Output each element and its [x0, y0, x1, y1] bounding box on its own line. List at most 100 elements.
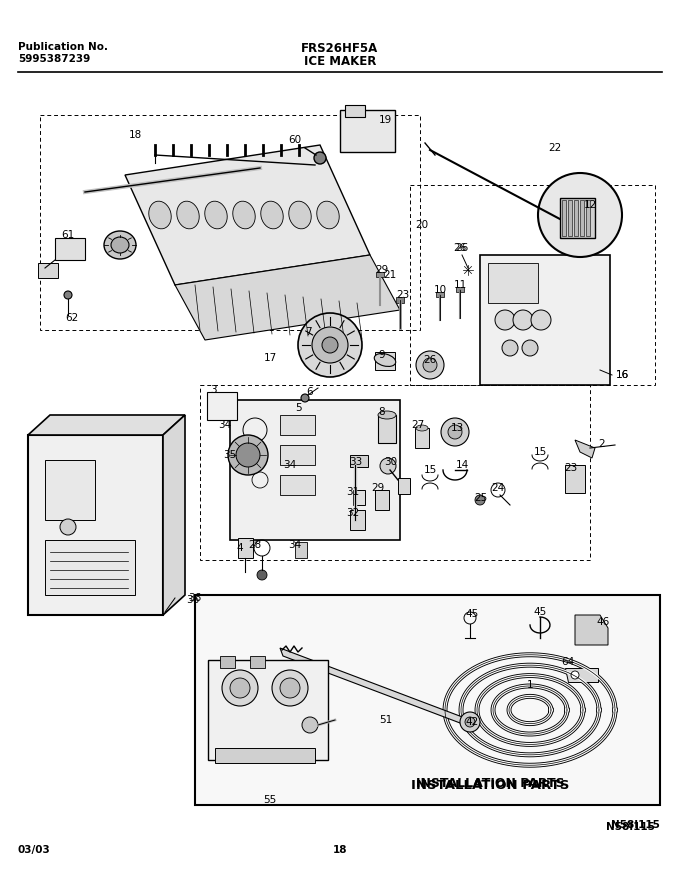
Text: 29: 29	[375, 265, 389, 275]
Text: 18: 18	[129, 130, 141, 140]
Polygon shape	[163, 415, 185, 615]
Text: 28: 28	[248, 540, 262, 550]
Bar	[40, 115, 420, 330]
Bar	[488, 263, 538, 303]
Bar	[396, 297, 404, 303]
Text: 24: 24	[492, 483, 505, 493]
Text: 2: 2	[598, 439, 605, 449]
Ellipse shape	[177, 201, 199, 229]
Bar	[565, 465, 585, 493]
Circle shape	[228, 435, 268, 475]
Text: 15: 15	[424, 465, 437, 475]
Text: N58I115: N58I115	[606, 822, 655, 832]
Text: 30: 30	[384, 457, 398, 467]
Ellipse shape	[260, 201, 284, 229]
Text: 10: 10	[433, 285, 447, 295]
Circle shape	[495, 310, 515, 330]
Polygon shape	[280, 648, 468, 726]
Bar	[345, 105, 365, 117]
Text: 19: 19	[378, 115, 392, 125]
Ellipse shape	[374, 354, 396, 367]
Ellipse shape	[205, 201, 227, 229]
Bar	[215, 748, 315, 763]
Circle shape	[298, 313, 362, 377]
Circle shape	[460, 712, 480, 732]
Text: 55: 55	[263, 795, 277, 805]
Text: 17: 17	[263, 353, 277, 363]
Text: Publication No.: Publication No.	[18, 42, 108, 52]
Text: 21: 21	[384, 270, 396, 280]
Text: 14: 14	[456, 460, 469, 470]
Text: 5995387239: 5995387239	[18, 54, 90, 64]
Bar	[410, 185, 655, 385]
Text: FRS26HF5A: FRS26HF5A	[301, 42, 379, 55]
Bar	[574, 200, 578, 236]
Text: 26: 26	[424, 355, 437, 365]
Text: 9: 9	[379, 350, 386, 360]
Text: 42: 42	[465, 717, 479, 727]
Ellipse shape	[233, 201, 255, 229]
Text: 31: 31	[346, 487, 360, 497]
Bar	[378, 415, 396, 443]
Circle shape	[502, 340, 518, 356]
Circle shape	[380, 458, 396, 474]
Text: 22: 22	[548, 143, 562, 153]
Polygon shape	[28, 415, 185, 435]
Circle shape	[465, 717, 475, 727]
Bar	[580, 200, 584, 236]
Text: 29: 29	[371, 483, 385, 493]
Bar	[45, 460, 95, 520]
Text: 32: 32	[346, 508, 360, 518]
Circle shape	[302, 717, 318, 733]
Polygon shape	[565, 668, 598, 682]
Text: 18: 18	[333, 845, 347, 855]
Bar	[45, 540, 135, 595]
Circle shape	[257, 570, 267, 580]
Text: 36: 36	[188, 593, 202, 603]
Circle shape	[531, 310, 551, 330]
Bar	[340, 110, 395, 152]
Bar	[436, 292, 444, 297]
Circle shape	[423, 358, 437, 372]
Bar	[398, 478, 410, 494]
Bar	[376, 272, 384, 277]
Text: 4: 4	[237, 543, 243, 553]
Text: 1: 1	[527, 680, 533, 690]
Bar	[207, 392, 237, 420]
Text: 34: 34	[218, 420, 232, 430]
Text: N58I115: N58I115	[611, 820, 660, 830]
Text: 45: 45	[533, 607, 547, 617]
Circle shape	[236, 443, 260, 467]
Ellipse shape	[416, 425, 428, 431]
Circle shape	[272, 670, 308, 706]
Circle shape	[60, 519, 76, 535]
Circle shape	[441, 418, 469, 446]
Ellipse shape	[149, 201, 171, 229]
Bar	[568, 200, 572, 236]
Circle shape	[538, 173, 622, 257]
Ellipse shape	[289, 201, 311, 229]
Text: 33: 33	[350, 457, 362, 467]
Bar	[238, 538, 253, 558]
Bar	[280, 415, 315, 435]
Circle shape	[230, 678, 250, 698]
Text: 3: 3	[209, 385, 216, 395]
Polygon shape	[575, 440, 595, 458]
Text: 27: 27	[411, 420, 424, 430]
Bar	[280, 475, 315, 495]
Bar	[38, 263, 58, 278]
Circle shape	[448, 425, 462, 439]
Text: 16: 16	[615, 370, 628, 380]
Text: 23: 23	[396, 290, 409, 300]
Text: 5: 5	[294, 403, 301, 413]
Circle shape	[301, 394, 309, 402]
Bar	[560, 198, 595, 238]
Text: 35: 35	[223, 450, 237, 460]
Bar	[353, 490, 365, 505]
Ellipse shape	[104, 231, 136, 259]
Text: 03/03: 03/03	[18, 845, 51, 855]
Circle shape	[222, 670, 258, 706]
Text: 46: 46	[596, 617, 610, 627]
Bar	[28, 435, 163, 615]
Circle shape	[513, 310, 533, 330]
